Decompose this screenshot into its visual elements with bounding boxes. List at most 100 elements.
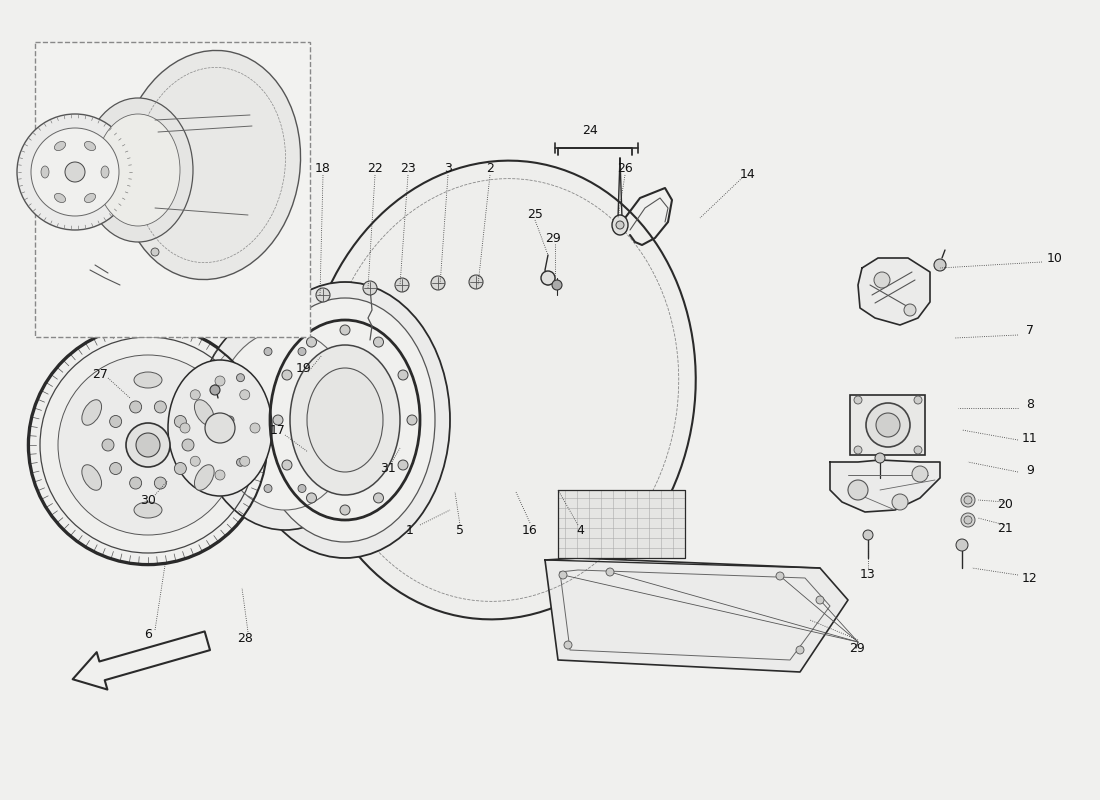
Circle shape (126, 423, 170, 467)
Circle shape (961, 493, 975, 507)
Ellipse shape (81, 400, 101, 426)
Text: 10: 10 (1047, 251, 1063, 265)
Circle shape (904, 304, 916, 316)
Text: 5: 5 (456, 523, 464, 537)
Text: 2: 2 (486, 162, 494, 174)
Circle shape (854, 446, 862, 454)
Ellipse shape (101, 166, 109, 178)
Circle shape (848, 480, 868, 500)
Text: 23: 23 (400, 162, 416, 174)
Ellipse shape (54, 142, 66, 150)
Bar (35, 42, 310, 337)
Circle shape (58, 355, 238, 535)
Text: 29: 29 (849, 642, 865, 654)
Circle shape (914, 396, 922, 404)
Circle shape (190, 390, 200, 400)
Circle shape (559, 571, 566, 579)
Text: 7: 7 (1026, 323, 1034, 337)
Text: 29: 29 (546, 231, 561, 245)
Circle shape (407, 415, 417, 425)
Circle shape (316, 288, 330, 302)
Circle shape (28, 325, 268, 565)
Ellipse shape (134, 372, 162, 388)
Circle shape (273, 415, 283, 425)
Polygon shape (558, 490, 685, 558)
Circle shape (336, 416, 344, 424)
Circle shape (210, 385, 220, 395)
Circle shape (190, 456, 200, 466)
Circle shape (31, 128, 119, 216)
Text: 24: 24 (582, 123, 598, 137)
Circle shape (874, 272, 890, 288)
Text: 19: 19 (296, 362, 312, 374)
Ellipse shape (120, 50, 300, 279)
Ellipse shape (82, 98, 192, 242)
Circle shape (307, 493, 317, 503)
Text: 30: 30 (140, 494, 156, 506)
Circle shape (866, 403, 910, 447)
Ellipse shape (85, 194, 96, 202)
Circle shape (914, 446, 922, 454)
Text: 26: 26 (617, 162, 632, 174)
Polygon shape (830, 460, 940, 512)
Circle shape (130, 401, 142, 413)
Circle shape (874, 453, 886, 463)
Circle shape (398, 460, 408, 470)
Circle shape (552, 280, 562, 290)
Circle shape (264, 485, 272, 493)
Circle shape (136, 433, 160, 457)
Circle shape (776, 572, 784, 580)
Ellipse shape (81, 465, 101, 490)
Text: 21: 21 (997, 522, 1013, 534)
Circle shape (564, 641, 572, 649)
Text: 6: 6 (144, 629, 152, 642)
Circle shape (102, 439, 114, 451)
Text: 8: 8 (1026, 398, 1034, 411)
Circle shape (374, 493, 384, 503)
Circle shape (363, 281, 377, 295)
Circle shape (282, 370, 292, 380)
Text: 18: 18 (315, 162, 331, 174)
Ellipse shape (41, 166, 50, 178)
Text: 13: 13 (860, 569, 876, 582)
Circle shape (876, 413, 900, 437)
Text: 27: 27 (92, 369, 108, 382)
Ellipse shape (54, 194, 66, 202)
Text: 22: 22 (367, 162, 383, 174)
Circle shape (154, 401, 166, 413)
Ellipse shape (255, 298, 434, 542)
Circle shape (616, 221, 624, 229)
Text: 3: 3 (444, 162, 452, 174)
Circle shape (541, 271, 556, 285)
Circle shape (956, 539, 968, 551)
Circle shape (250, 423, 260, 433)
Circle shape (182, 439, 194, 451)
Circle shape (864, 530, 873, 540)
Circle shape (912, 466, 928, 482)
Ellipse shape (307, 368, 383, 472)
Circle shape (816, 596, 824, 604)
Circle shape (110, 415, 122, 427)
Bar (850, 395, 925, 455)
Ellipse shape (197, 310, 373, 530)
Circle shape (796, 646, 804, 654)
Circle shape (65, 162, 85, 182)
Circle shape (431, 276, 446, 290)
Circle shape (934, 259, 946, 271)
Circle shape (892, 494, 907, 510)
Circle shape (240, 390, 250, 400)
Text: 31: 31 (381, 462, 396, 474)
Text: 1: 1 (406, 523, 414, 537)
Circle shape (307, 337, 317, 347)
Circle shape (264, 347, 272, 355)
Text: 16: 16 (522, 523, 538, 537)
Circle shape (854, 396, 862, 404)
Circle shape (326, 458, 333, 466)
Circle shape (326, 374, 333, 382)
Polygon shape (858, 258, 930, 325)
Circle shape (236, 458, 244, 466)
Circle shape (340, 505, 350, 515)
Circle shape (16, 114, 133, 230)
Text: 12: 12 (1022, 571, 1038, 585)
Ellipse shape (96, 114, 180, 226)
